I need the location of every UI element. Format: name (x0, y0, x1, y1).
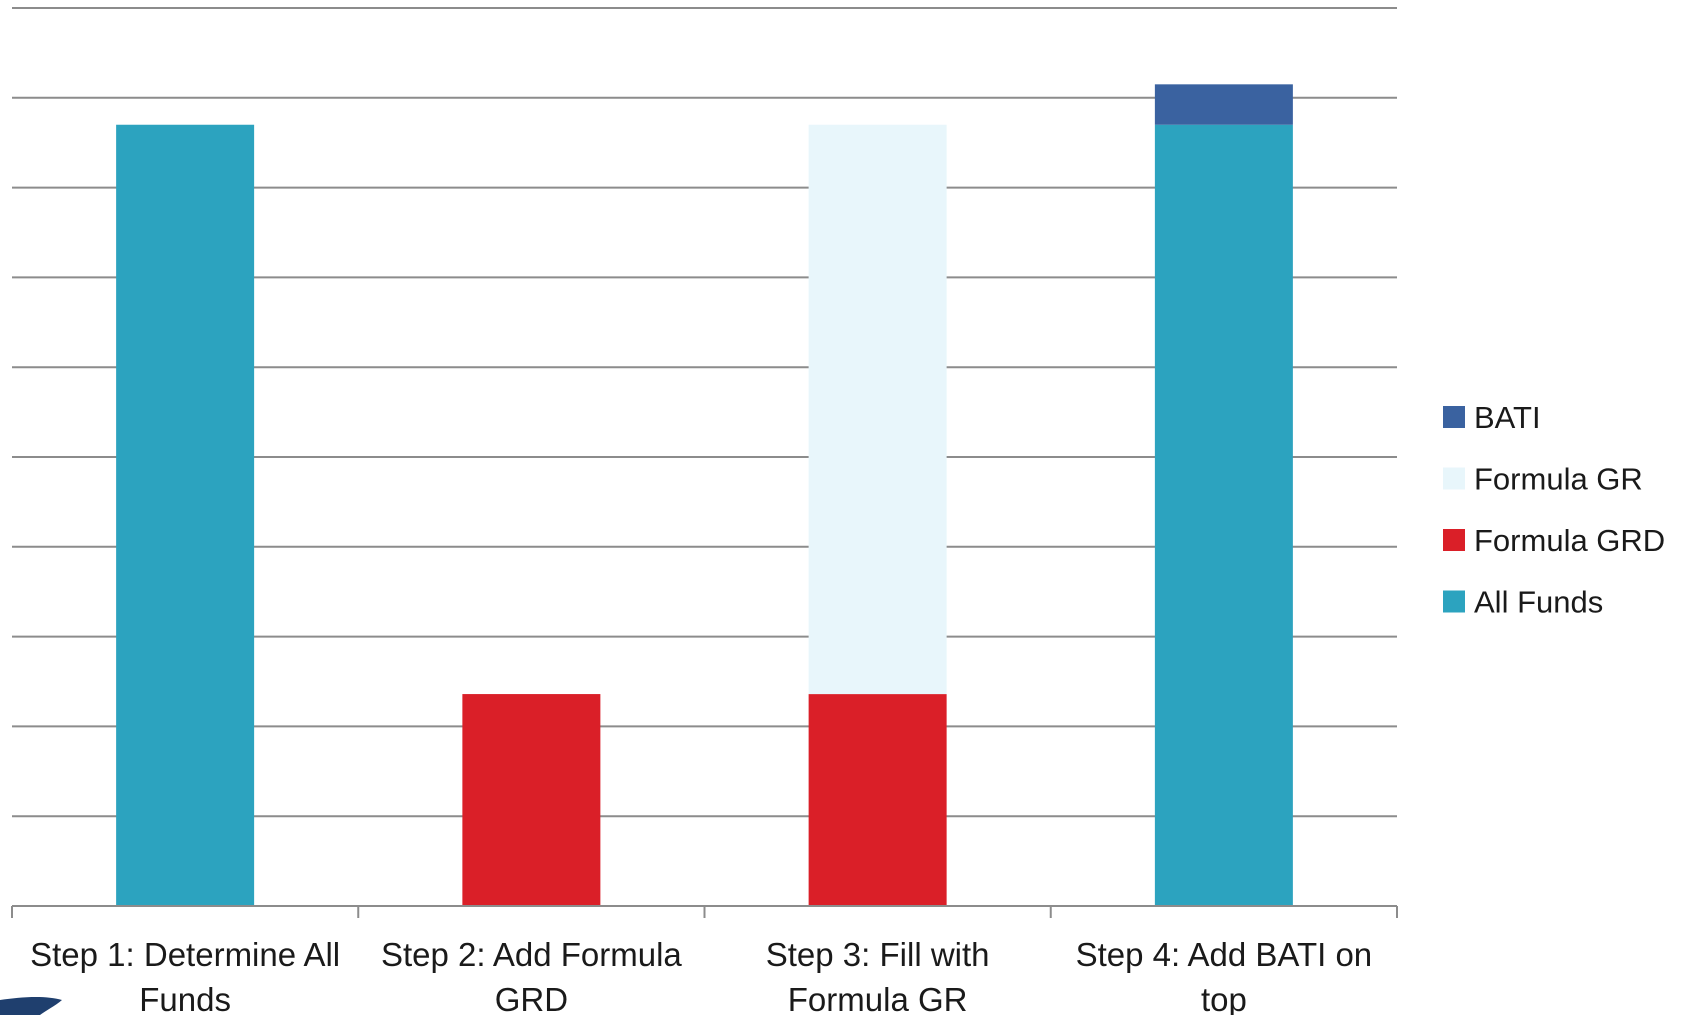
legend-swatch (1443, 467, 1465, 490)
bar-formula-grd (462, 694, 601, 906)
legend-label: All Funds (1474, 585, 1603, 620)
legend-label: Formula GR (1474, 462, 1643, 497)
bar-formula-grd (808, 694, 947, 906)
x-tick-label: Step 3: Fill with Formula GR (766, 936, 990, 1015)
x-tick-labels: Step 1: Determine All Funds Step 2: Add Fo… (30, 936, 1372, 1015)
bar-bati (1154, 84, 1293, 125)
legend: BATI Formula GR Formula GRD All Funds (1443, 400, 1665, 620)
legend-swatch (1443, 529, 1465, 551)
x-tick-label-line: Step 1: Determine All (30, 936, 340, 973)
bar-all-funds (116, 124, 255, 907)
x-tick-label: Step 2: Add Formula GRD (381, 936, 682, 1015)
x-tick-label: Step 4: Add BATI on top (1076, 936, 1373, 1015)
x-tick-label-line: Formula GR (788, 981, 968, 1015)
bars (116, 84, 1293, 907)
legend-label: BATI (1474, 400, 1541, 435)
x-tick-label-line: Step 4: Add BATI on (1076, 936, 1373, 973)
x-tick-label: Step 1: Determine All Funds (30, 936, 340, 1015)
x-tick-label-line: top (1201, 981, 1247, 1015)
bar-all-funds (1154, 124, 1293, 907)
legend-label: Formula GRD (1474, 523, 1665, 558)
bar-formula-gr (808, 124, 947, 695)
legend-swatch (1443, 406, 1465, 428)
corner-decoration (0, 996, 62, 1015)
x-tick-label-line: Step 2: Add Formula (381, 936, 682, 973)
legend-swatch (1443, 590, 1465, 613)
x-tick-label-line: Funds (139, 981, 231, 1015)
x-tick-label-line: GRD (495, 981, 568, 1015)
x-axis (11, 905, 1398, 918)
x-tick-label-line: Step 3: Fill with (766, 936, 990, 973)
